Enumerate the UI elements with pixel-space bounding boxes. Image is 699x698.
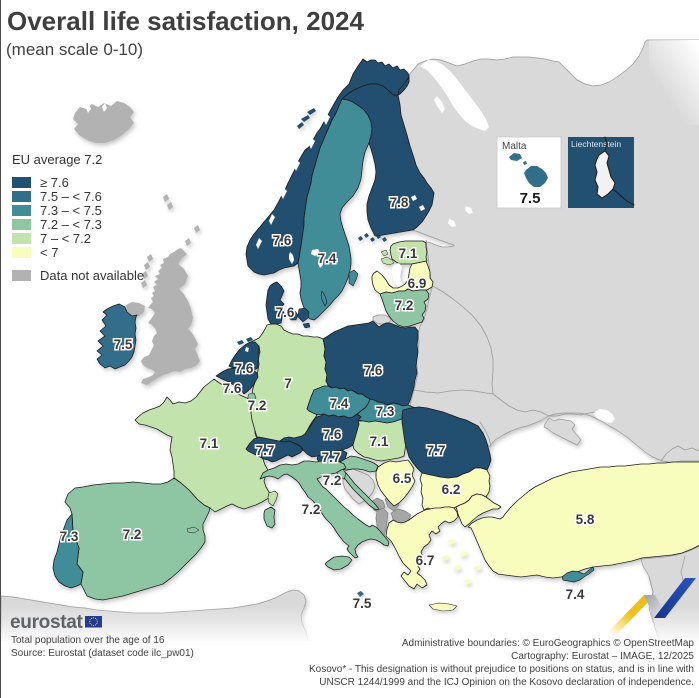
svg-text:7.2: 7.2 [302,502,321,517]
svg-text:7.4: 7.4 [330,396,349,411]
svg-text:7.2: 7.2 [123,527,142,542]
svg-text:7.5: 7.5 [353,596,372,611]
svg-text:6.5: 6.5 [393,471,412,486]
svg-text:7.1: 7.1 [370,434,389,449]
svg-text:6.2: 6.2 [442,482,461,497]
svg-text:7.7: 7.7 [322,450,341,465]
svg-text:7.7: 7.7 [256,443,275,458]
svg-text:7.7: 7.7 [427,443,446,458]
svg-text:7.6: 7.6 [364,363,383,378]
svg-text:7.2: 7.2 [248,398,267,413]
svg-text:eurostat: eurostat [10,612,84,633]
svg-text:7.1: 7.1 [399,246,418,261]
svg-text:7.5: 7.5 [114,337,133,352]
svg-text:7.1: 7.1 [200,436,219,451]
svg-text:7.3: 7.3 [376,404,395,419]
svg-text:Malta: Malta [502,141,527,152]
svg-text:7.6: 7.6 [323,427,342,442]
svg-text:7: 7 [284,376,292,391]
svg-text:7.6: 7.6 [223,381,242,396]
svg-text:Liechtenstein: Liechtenstein [571,139,621,149]
svg-text:7.4: 7.4 [566,587,585,602]
svg-text:7.5: 7.5 [520,190,541,207]
svg-text:5.8: 5.8 [576,512,595,527]
svg-text:7.2: 7.2 [323,473,342,488]
svg-text:7.6: 7.6 [235,361,254,376]
svg-text:7.8: 7.8 [390,195,409,210]
svg-text:7.6: 7.6 [276,305,295,320]
svg-text:6.9: 6.9 [408,276,427,291]
svg-text:7.4: 7.4 [318,251,337,266]
svg-text:7.6: 7.6 [273,233,292,248]
svg-text:6.7: 6.7 [416,553,435,568]
svg-text:7.2: 7.2 [395,298,414,313]
svg-text:7.3: 7.3 [60,529,79,544]
